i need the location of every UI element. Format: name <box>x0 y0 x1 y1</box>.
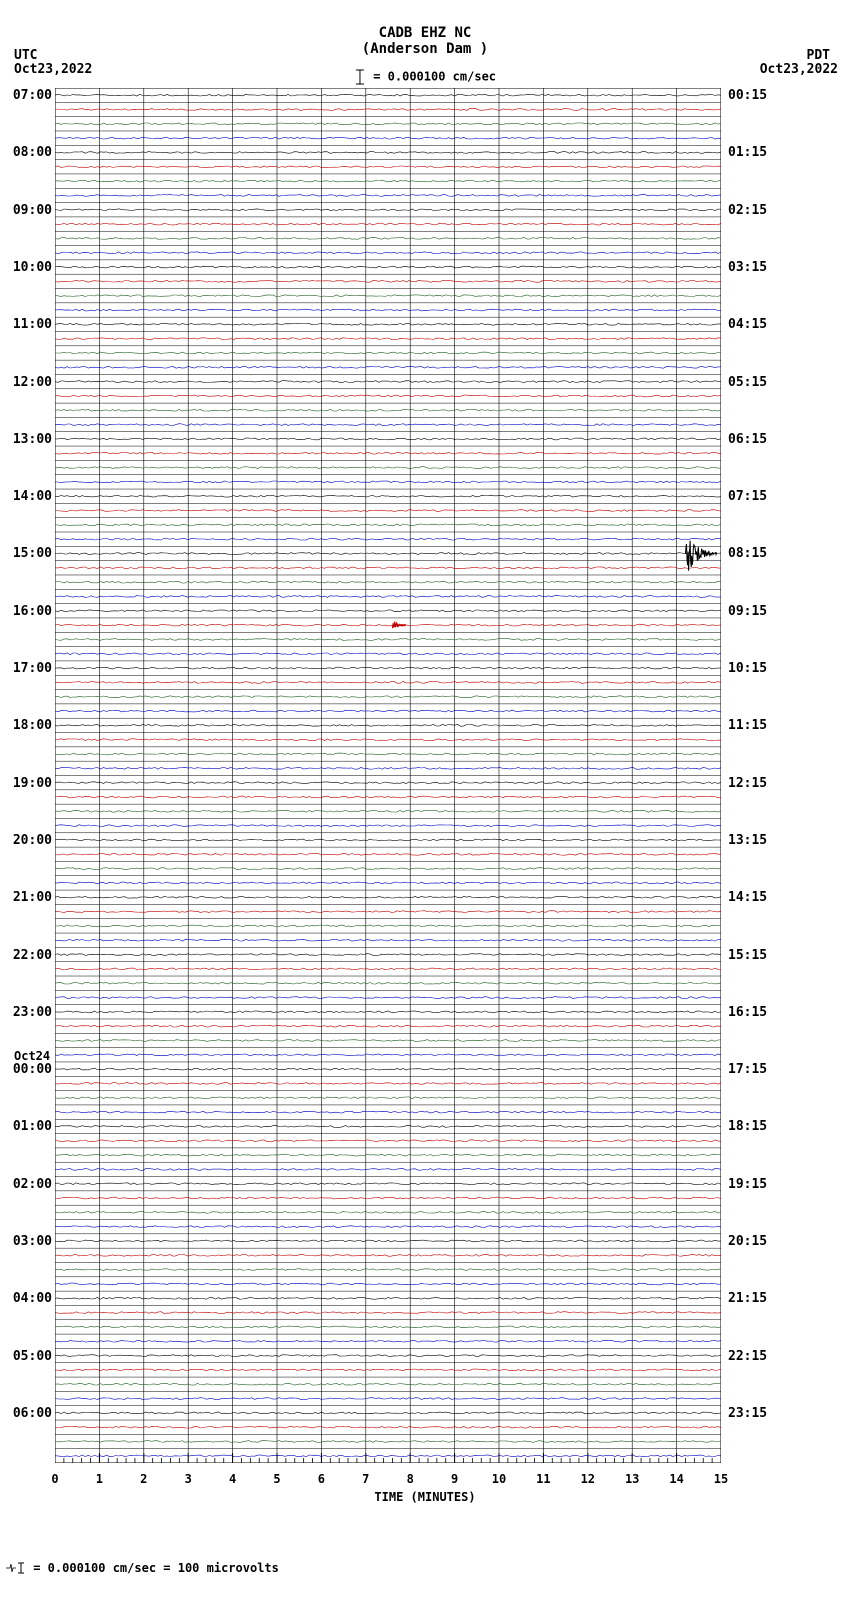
seismogram-container: CADB EHZ NC (Anderson Dam ) UTC Oct23,20… <box>0 0 850 1613</box>
date-left: Oct23,2022 <box>14 62 92 77</box>
pdt-time-label: 21:15 <box>728 1291 767 1306</box>
x-tick-label: 10 <box>492 1472 506 1486</box>
tz-left: UTC <box>14 48 37 63</box>
footer-scale: = 0.000100 cm/sec = 100 microvolts <box>6 1561 279 1576</box>
x-tick-label: 15 <box>714 1472 728 1486</box>
pdt-time-label: 20:15 <box>728 1234 767 1249</box>
pdt-time-label: 10:15 <box>728 661 767 676</box>
utc-time-label: 02:00 <box>4 1177 52 1192</box>
utc-time-label: 15:00 <box>4 546 52 561</box>
x-tick-label: 12 <box>581 1472 595 1486</box>
pdt-time-label: 06:15 <box>728 432 767 447</box>
utc-time-label: 10:00 <box>4 260 52 275</box>
utc-time-label: 16:00 <box>4 604 52 619</box>
pdt-time-label: 08:15 <box>728 546 767 561</box>
utc-time-label: 19:00 <box>4 776 52 791</box>
pdt-time-label: 09:15 <box>728 604 767 619</box>
scale-indicator-top: = 0.000100 cm/sec <box>354 68 496 86</box>
pdt-time-label: 22:15 <box>728 1349 767 1364</box>
scale-text: = 0.000100 cm/sec <box>373 70 496 84</box>
utc-time-label: 17:00 <box>4 661 52 676</box>
pdt-time-label: 16:15 <box>728 1005 767 1020</box>
seismogram-plot <box>55 88 721 1463</box>
utc-time-label: 07:00 <box>4 88 52 103</box>
pdt-time-label: 01:15 <box>728 145 767 160</box>
utc-time-label: 06:00 <box>4 1406 52 1421</box>
date-right: Oct23,2022 <box>760 62 838 77</box>
pdt-time-label: 02:15 <box>728 203 767 218</box>
pdt-time-label: 03:15 <box>728 260 767 275</box>
pdt-time-label: 00:15 <box>728 88 767 103</box>
x-tick-label: 5 <box>273 1472 280 1486</box>
utc-time-label: 18:00 <box>4 718 52 733</box>
utc-time-label: 14:00 <box>4 489 52 504</box>
x-tick-label: 9 <box>451 1472 458 1486</box>
utc-time-label: 04:00 <box>4 1291 52 1306</box>
x-tick-label: 7 <box>362 1472 369 1486</box>
pdt-time-label: 11:15 <box>728 718 767 733</box>
utc-time-label: 03:00 <box>4 1234 52 1249</box>
x-tick-label: 0 <box>51 1472 58 1486</box>
pdt-time-label: 07:15 <box>728 489 767 504</box>
pdt-time-label: 12:15 <box>728 776 767 791</box>
x-tick-label: 11 <box>536 1472 550 1486</box>
x-tick-label: 8 <box>407 1472 414 1486</box>
x-tick-label: 2 <box>140 1472 147 1486</box>
footer-scale-text: = 0.000100 cm/sec = 100 microvolts <box>33 1561 279 1575</box>
date-change-label: Oct24 <box>14 1049 50 1063</box>
x-tick-label: 1 <box>96 1472 103 1486</box>
x-tick-label: 3 <box>185 1472 192 1486</box>
pdt-time-label: 14:15 <box>728 890 767 905</box>
utc-time-label: 20:00 <box>4 833 52 848</box>
utc-time-label: 21:00 <box>4 890 52 905</box>
utc-time-label: 09:00 <box>4 203 52 218</box>
utc-time-label: 00:00 <box>4 1062 52 1077</box>
x-tick-label: 6 <box>318 1472 325 1486</box>
utc-time-label: 22:00 <box>4 948 52 963</box>
pdt-time-label: 18:15 <box>728 1119 767 1134</box>
tz-right: PDT <box>807 48 830 63</box>
utc-time-label: 11:00 <box>4 317 52 332</box>
x-tick-label: 14 <box>669 1472 683 1486</box>
pdt-time-label: 17:15 <box>728 1062 767 1077</box>
pdt-time-label: 04:15 <box>728 317 767 332</box>
x-tick-label: 4 <box>229 1472 236 1486</box>
utc-time-label: 08:00 <box>4 145 52 160</box>
pdt-time-label: 13:15 <box>728 833 767 848</box>
station-code: CADB EHZ NC <box>0 25 850 41</box>
x-axis-label: TIME (MINUTES) <box>374 1490 475 1504</box>
pdt-time-label: 23:15 <box>728 1406 767 1421</box>
pdt-time-label: 15:15 <box>728 948 767 963</box>
pdt-time-label: 05:15 <box>728 375 767 390</box>
x-tick-label: 13 <box>625 1472 639 1486</box>
station-name: (Anderson Dam ) <box>0 41 850 57</box>
header: CADB EHZ NC (Anderson Dam ) <box>0 25 850 57</box>
utc-time-label: 13:00 <box>4 432 52 447</box>
utc-time-label: 23:00 <box>4 1005 52 1020</box>
utc-time-label: 12:00 <box>4 375 52 390</box>
utc-time-label: 01:00 <box>4 1119 52 1134</box>
pdt-time-label: 19:15 <box>728 1177 767 1192</box>
utc-time-label: 05:00 <box>4 1349 52 1364</box>
